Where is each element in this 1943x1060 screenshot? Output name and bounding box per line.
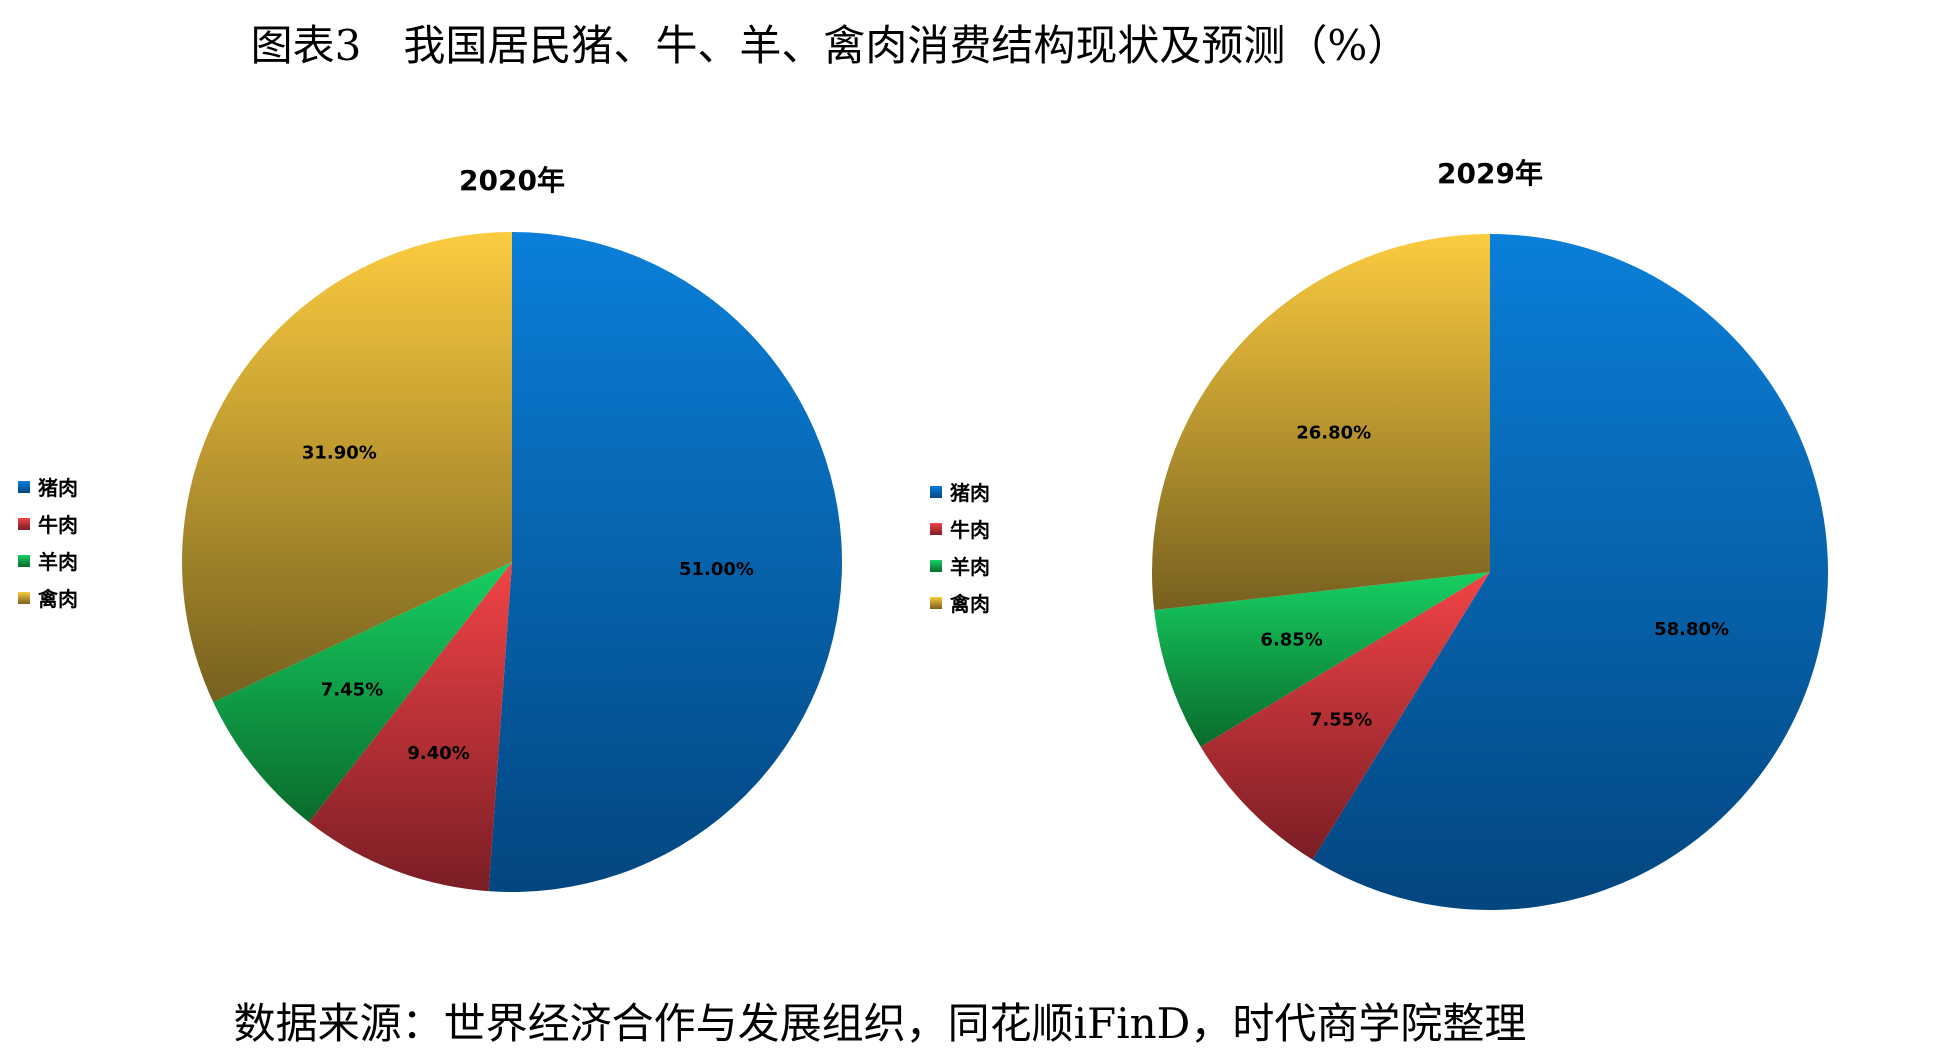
pie-slice-pork — [1312, 234, 1828, 911]
pie-slice-mutton — [1154, 572, 1490, 747]
legend-label-beef: 牛肉 — [950, 518, 990, 542]
slice-label-beef: 9.40% — [407, 743, 469, 764]
legend-swatch-beef — [930, 523, 942, 535]
legend-swatch-poultry — [18, 592, 30, 604]
pie-slice-beef — [1200, 572, 1490, 860]
legend-swatch-mutton — [18, 555, 30, 567]
slice-label-poultry: 26.80% — [1296, 422, 1371, 443]
slice-label-poultry: 31.90% — [302, 442, 377, 463]
legend-swatch-mutton — [930, 560, 942, 572]
slice-label-mutton: 7.45% — [321, 680, 383, 701]
pie-slice-mutton — [213, 562, 513, 823]
slice-label-mutton: 6.85% — [1260, 630, 1322, 651]
data-source-note: 数据来源：世界经济合作与发展组织，同花顺iFinD，时代商学院整理 — [233, 999, 1527, 1048]
slice-label-beef: 7.55% — [1310, 709, 1372, 730]
pie-title: 2020年 — [459, 164, 565, 197]
chart-main-title: 图表3 我国居民猪、牛、羊、禽肉消费结构现状及预测（%） — [250, 21, 1410, 70]
legend-swatch-poultry — [930, 597, 942, 609]
pie-slice-poultry — [182, 232, 512, 703]
pie-slice-poultry — [1152, 234, 1490, 611]
legend-label-pork: 猪肉 — [38, 476, 78, 500]
legend-swatch-pork — [930, 486, 942, 498]
pie-title: 2029年 — [1437, 157, 1543, 190]
legend-label-mutton: 羊肉 — [38, 550, 78, 574]
legend-swatch-beef — [18, 518, 30, 530]
slice-label-pork: 51.00% — [679, 559, 754, 580]
pie-slice-beef — [308, 562, 512, 892]
legend-swatch-pork — [18, 481, 30, 493]
legend-label-pork: 猪肉 — [950, 481, 990, 505]
legend-label-beef: 牛肉 — [38, 513, 78, 537]
slice-label-pork: 58.80% — [1654, 619, 1729, 640]
legend-label-mutton: 羊肉 — [950, 555, 990, 579]
pie-slice-pork — [488, 232, 843, 893]
legend-label-poultry: 禽肉 — [37, 587, 78, 611]
legend-label-poultry: 禽肉 — [949, 592, 990, 616]
